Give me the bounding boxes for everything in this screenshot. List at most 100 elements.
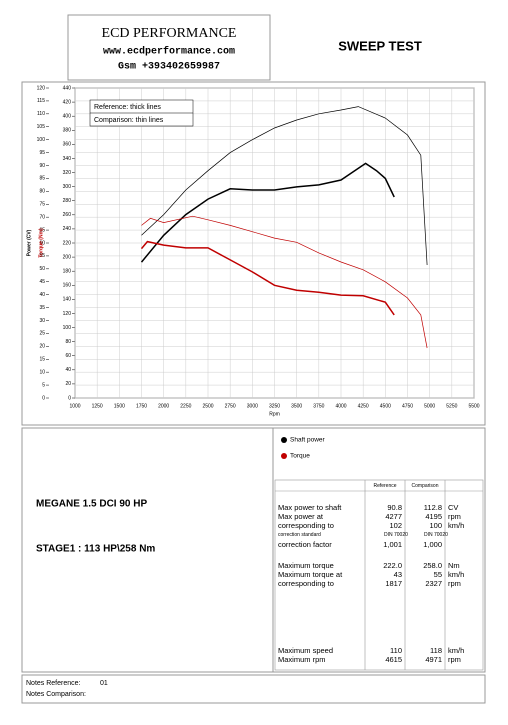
y-tick-label: 100 [37,137,46,143]
x-tick-label: 5500 [468,403,479,409]
series-line [141,106,428,266]
table-cell: km/h [448,521,464,530]
table-cell: 1,000 [423,540,442,549]
table-cell: DIN 70020 [424,532,448,538]
table-cell: Maximum speed [278,646,333,655]
y2-axis-label: Torque (Nm) [38,228,44,258]
y2-tick-label: 240 [63,226,72,232]
x-tick-label: 5250 [446,403,457,409]
y2-tick-label: 300 [63,184,72,190]
table-cell: 102 [389,521,402,530]
x-tick-label: 4750 [402,403,413,409]
x-tick-label: 1500 [114,403,125,409]
table-header: Comparison [412,483,439,489]
table-cell: 4971 [425,655,442,664]
table-header: Reference [373,483,396,489]
legend-label: Torque [290,453,310,460]
y2-tick-label: 440 [63,85,72,91]
table-cell: rpm [448,579,461,588]
y2-tick-label: 360 [63,142,72,148]
x-tick-label: 4500 [380,403,391,409]
y2-tick-label: 400 [63,114,72,120]
x-tick-label: 1750 [136,403,147,409]
table-cell: Max power to shaft [278,503,342,512]
y2-tick-label: 380 [63,128,72,134]
results-table: Reference Comparison Max power to shaft 90.… [274,479,484,671]
y-tick-label: 65 [39,227,45,233]
series-line [141,215,428,349]
chart: 0 5 10 15 20 25 30 35 40 45 50 55 60 65 70 75 80 85 90 95 10… [26,85,479,417]
y-tick-label: 25 [39,331,45,337]
x-tick-label: 5000 [424,403,435,409]
table-cell: Max power at [278,512,324,521]
y-tick-label: 15 [39,357,45,363]
table-cell: 4277 [385,512,402,521]
table-cell: DIN 70020 [384,532,408,538]
results-frame [21,427,486,673]
y-tick-label: 40 [39,292,45,298]
x-tick-label: 2500 [202,403,213,409]
series-line [140,162,395,263]
table-cell: 112.8 [424,503,442,512]
x-tick-label: 3500 [291,403,302,409]
y-tick-label: 120 [37,85,46,91]
y-axis-label: Power (CV) [26,229,32,256]
y-tick-label: 35 [39,305,45,311]
y-tick-label: 85 [39,176,45,182]
y-tick-label: 105 [37,124,46,130]
table-cell: 90.8 [387,503,402,512]
y-tick-label: 95 [39,150,45,156]
y2-tick-label: 0 [68,395,71,401]
y-tick-label: 45 [39,279,45,285]
table-cell: corresponding to [278,579,334,588]
sheet-title: SWEEP TEST [338,38,422,53]
x-tick-label: 1000 [69,403,80,409]
table-cell: Maximum rpm [278,655,326,664]
x-tick-label: 4000 [335,403,346,409]
x-tick-label: 3000 [247,403,258,409]
legend-label: Shaft power [290,437,326,444]
x-axis-label: Rpm [269,411,280,417]
table-cell: 258.0 [423,561,442,570]
series-line [140,240,395,316]
vehicle-model: MEGANE 1.5 DCI 90 HP [36,499,147,510]
table-cell: 4615 [385,655,402,664]
table-cell: km/h [448,570,464,579]
notes-comparison-label: Notes Comparison: [26,691,86,698]
phone: Gsm +393402659987 [118,62,220,73]
table-cell: CV [448,503,458,512]
y2-tick-label: 280 [63,198,72,204]
y2-tick-label: 120 [63,311,72,317]
y-tick-label: 80 [39,189,45,195]
company: ECD PERFORMANCE [102,26,237,41]
table-cell: 1,001 [383,540,402,549]
y2-tick-label: 180 [63,269,72,275]
y2-tick-label: 340 [63,156,72,162]
x-tick-label: 2250 [180,403,191,409]
notes-frame [21,674,486,704]
x-tick-label: 1250 [92,403,103,409]
y-tick-label: 115 [37,98,45,104]
y2-tick-label: 260 [63,212,72,218]
table-cell: rpm [448,655,461,664]
legend-marker [281,437,287,443]
table-cell: 100 [429,521,442,530]
legend-marker [281,453,287,459]
table-cell: Maximum torque at [278,570,343,579]
y-tick-label: 20 [39,344,45,350]
header-box [67,14,271,81]
y-tick-label: 30 [39,318,45,324]
table-cell: 2327 [425,579,442,588]
table-cell: km/h [448,646,464,655]
y2-tick-label: 160 [63,283,72,289]
y-tick-label: 10 [39,369,45,375]
y2-tick-label: 200 [63,254,72,260]
table-cell: 55 [434,570,442,579]
table-cell: corresponding to [278,521,334,530]
website: www.ecdperformance.com [103,46,235,58]
line-key-text: Reference: thick lines [94,104,161,111]
table-cell: 1817 [385,579,402,588]
chart-frame [21,81,486,426]
table-cell: Nm [448,561,460,570]
y-tick-label: 75 [39,202,45,208]
